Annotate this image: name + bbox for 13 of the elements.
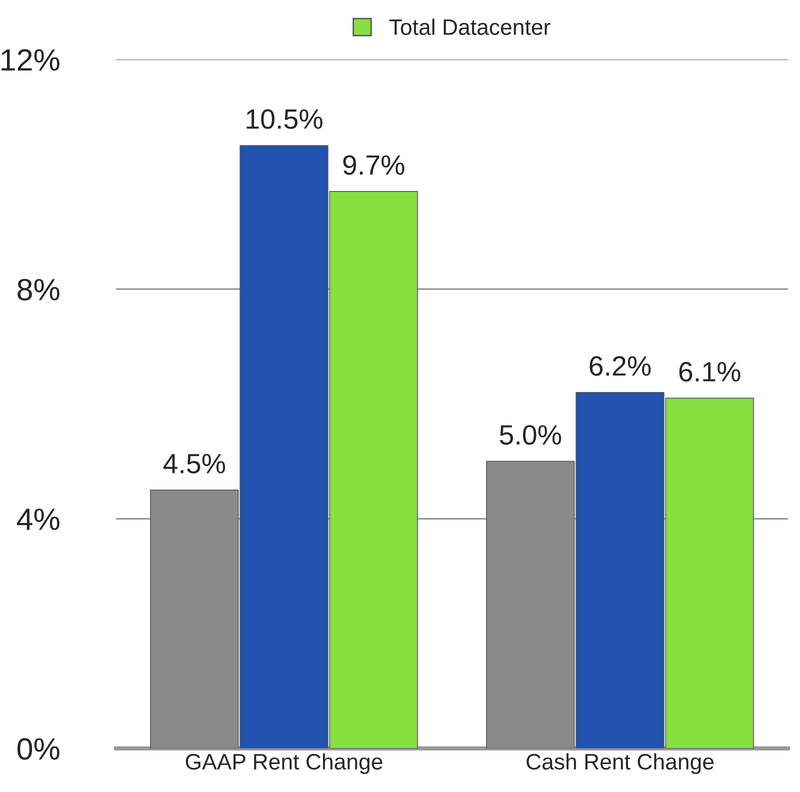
data-label: 6.2%	[590, 356, 651, 376]
data-label: 5.0%	[500, 425, 562, 445]
data-label: 6.1%	[679, 362, 740, 382]
y-tick-label: 8%	[18, 278, 60, 300]
data-label: 10.5%	[246, 109, 322, 129]
y-tick-label: 4%	[16, 508, 60, 530]
data-label: 9.7%	[343, 155, 404, 175]
x-tick-label: GAAP Rent Change	[186, 753, 382, 774]
x-tick-label: Cash Rent Change	[526, 753, 714, 774]
legend-label: Total Datacenter	[389, 18, 550, 36]
y-tick-label: 12%	[2, 49, 60, 71]
data-label: 4.5%	[163, 454, 226, 474]
y-tick-label: 0%	[17, 738, 60, 760]
